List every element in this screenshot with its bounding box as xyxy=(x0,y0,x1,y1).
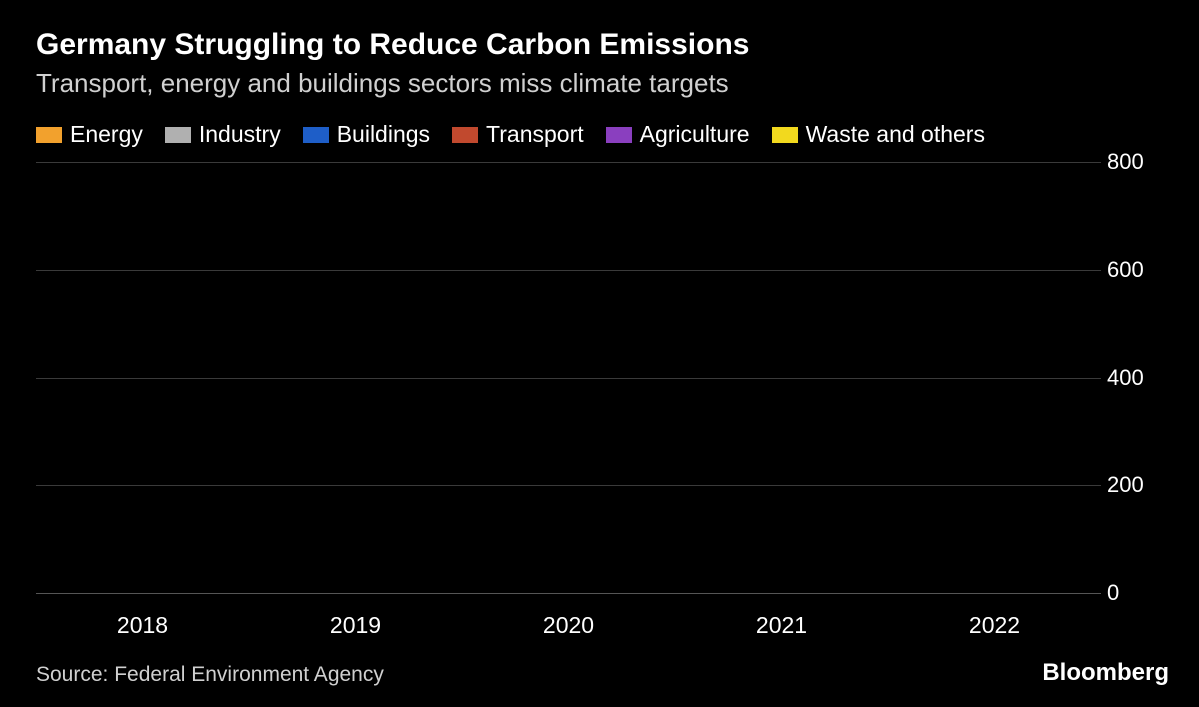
y-tick-label: 600 xyxy=(1107,257,1157,283)
legend-swatch xyxy=(452,127,478,143)
gridline xyxy=(36,485,1101,486)
x-tick-label: 2018 xyxy=(63,612,223,639)
y-tick-label: 0 xyxy=(1107,580,1157,606)
legend-label: Transport xyxy=(486,121,584,148)
chart-source: Source: Federal Environment Agency xyxy=(36,663,1163,687)
x-tick-label: 2020 xyxy=(489,612,649,639)
gridline xyxy=(36,162,1101,163)
legend-item: Industry xyxy=(165,121,281,148)
legend-swatch xyxy=(772,127,798,143)
legend-item: Agriculture xyxy=(606,121,750,148)
legend-item: Transport xyxy=(452,121,584,148)
chart-container: Germany Struggling to Reduce Carbon Emis… xyxy=(0,0,1199,707)
chart-plot: 0200400600800 xyxy=(36,162,1101,594)
legend-item: Energy xyxy=(36,121,143,148)
legend: Energy Industry Buildings Transport Agricult… xyxy=(36,121,1163,148)
legend-label: Energy xyxy=(70,121,143,148)
legend-label: Industry xyxy=(199,121,281,148)
y-tick-label: 200 xyxy=(1107,472,1157,498)
gridline xyxy=(36,378,1101,379)
gridline xyxy=(36,270,1101,271)
x-axis-labels: 2018 2019 2020 2021 2022 xyxy=(36,612,1163,639)
chart-subtitle: Transport, energy and buildings sectors … xyxy=(36,68,1163,99)
chart-plot-wrap: 0200400600800 xyxy=(36,162,1163,594)
y-tick-label: 800 xyxy=(1107,149,1157,175)
legend-label: Agriculture xyxy=(640,121,750,148)
legend-item: Buildings xyxy=(303,121,430,148)
legend-swatch xyxy=(165,127,191,143)
legend-label: Waste and others xyxy=(806,121,985,148)
y-tick-label: 400 xyxy=(1107,365,1157,391)
legend-swatch xyxy=(36,127,62,143)
brand-watermark: Bloomberg xyxy=(1042,659,1169,687)
legend-swatch xyxy=(303,127,329,143)
x-tick-label: 2019 xyxy=(276,612,436,639)
legend-swatch xyxy=(606,127,632,143)
legend-item: Waste and others xyxy=(772,121,985,148)
x-tick-label: 2022 xyxy=(915,612,1075,639)
chart-title: Germany Struggling to Reduce Carbon Emis… xyxy=(36,28,1163,62)
x-tick-label: 2021 xyxy=(702,612,862,639)
legend-label: Buildings xyxy=(337,121,430,148)
